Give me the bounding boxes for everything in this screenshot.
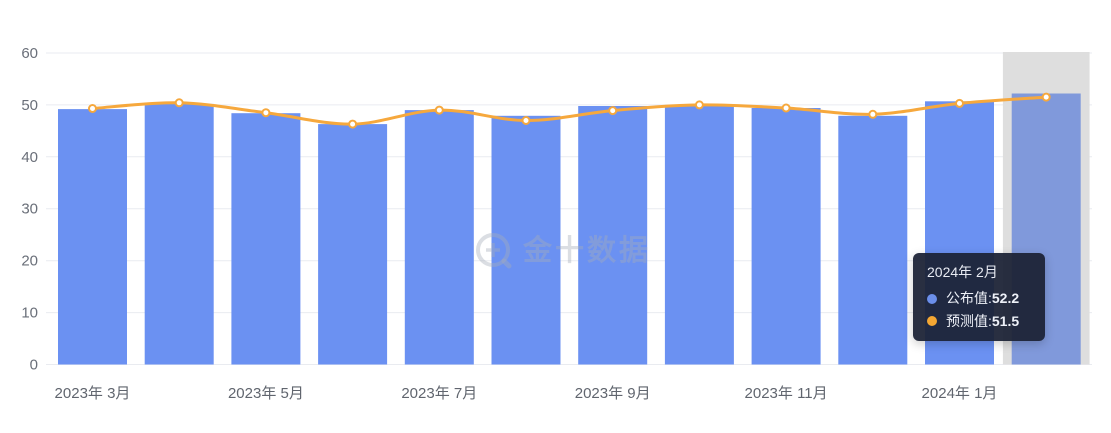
bar-2023年 11月[interactable] [751,108,821,365]
bar-2023年 7月[interactable] [404,110,474,365]
x-axis-label: 2023年 11月 [745,385,828,402]
tooltip-separator: : [988,312,992,329]
x-axis-label: 2023年 9月 [575,385,651,402]
x-axis-label: 2023年 7月 [401,385,477,402]
forecast-line-series [91,95,1048,126]
line-marker-2024年 2月[interactable] [1041,92,1051,102]
tooltip-title: 2024年 2月 [927,264,998,280]
line-marker-2024年 1月[interactable] [955,98,964,108]
x-axis-label: 2024年 1月 [922,385,998,402]
tooltip-row-forecast: 预测值: 51.5 [927,312,1031,329]
tooltip-value: 51.5 [991,312,1020,329]
forecast-series-dot-icon [927,316,937,327]
tooltip-separator: : [988,290,992,307]
tooltip-value: 52.2 [991,290,1020,307]
x-axis-label: 2023年 5月 [228,385,304,402]
line-marker-2023年 3月[interactable] [88,104,97,113]
line-marker-2023年 9月[interactable] [608,106,618,116]
tooltip-label: 公布值 [946,290,988,307]
bar-2023年 4月[interactable] [144,103,214,365]
bar-2023年 8月[interactable] [491,115,561,365]
line-marker-2023年 5月[interactable] [261,108,271,118]
line-marker-2023年 8月[interactable] [521,116,531,125]
line-marker-2023年 7月[interactable] [434,105,444,115]
y-axis-label: 60 [21,45,38,62]
tooltip-row-published: 公布值: 52.2 [927,290,1031,307]
y-axis-label: 0 [30,357,38,374]
published-series-dot-icon [927,294,937,305]
bar-2023年 5月[interactable] [231,113,301,365]
bar-2023年 12月[interactable] [838,115,908,365]
bar-2023年 10月[interactable] [664,104,734,365]
line-marker-2023年 11月[interactable] [781,103,791,113]
line-marker-2023年 12月[interactable] [868,109,878,119]
y-axis-label: 40 [21,149,38,166]
bar-2023年 9月[interactable] [578,106,648,365]
y-axis-label: 50 [21,97,38,114]
x-axis-label: 2023年 3月 [55,385,131,402]
bar-2023年 3月[interactable] [58,109,127,365]
y-axis-label: 30 [21,201,38,218]
line-marker-2023年 4月[interactable] [174,98,184,108]
y-axis-label: 10 [21,305,38,322]
line-marker-2023年 6月[interactable] [348,119,358,129]
bar-2023年 6月[interactable] [318,124,388,365]
tooltip-label: 预测值 [946,312,988,329]
tooltip: 2024年 2月 公布值: 52.2 预测值: 51.5 [913,253,1045,342]
y-axis-label: 20 [21,253,38,270]
line-marker-2023年 10月[interactable] [694,100,704,110]
